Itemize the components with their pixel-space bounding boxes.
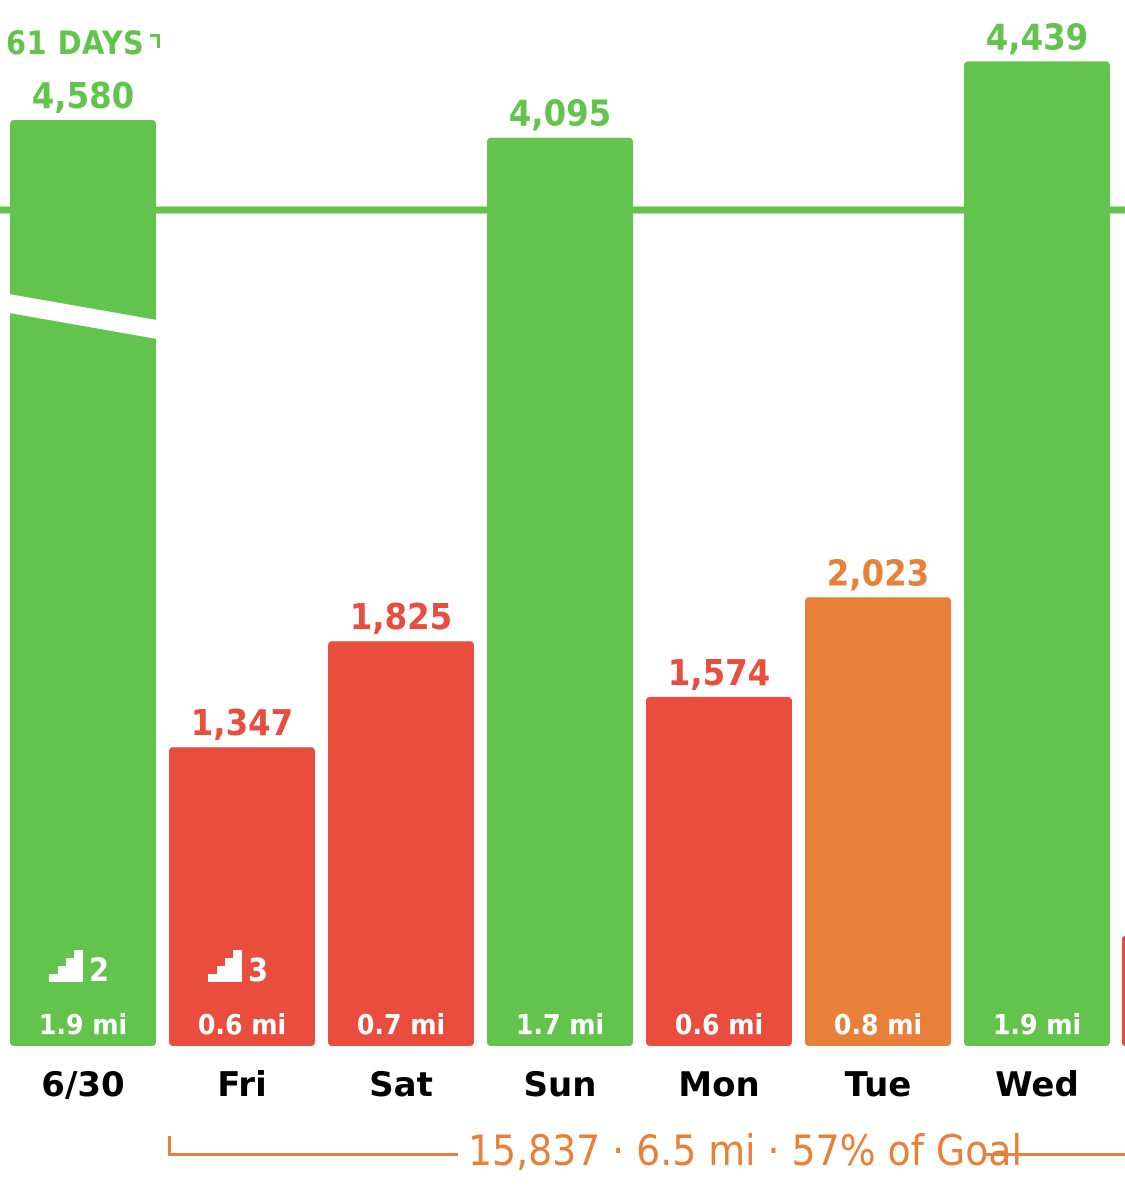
summary-bracket-left bbox=[168, 1136, 458, 1156]
category-label-1: Fri bbox=[217, 1065, 266, 1105]
distance-label-3: 1.7 mi bbox=[516, 1008, 604, 1041]
value-label-1: 1,347 bbox=[191, 703, 293, 744]
distance-label-4: 0.6 mi bbox=[675, 1008, 763, 1041]
stairs-icon-1 bbox=[208, 950, 242, 982]
value-label-2: 1,825 bbox=[350, 597, 452, 638]
bar-5 bbox=[805, 597, 951, 1046]
week-summary: 15,837 · 6.5 mi · 57% of Goal bbox=[168, 1124, 1125, 1184]
bars-layer: 4,580 1.9 mi 2 6/30 1,347 0.6 mi 3 Fri 1,825 0.7 … bbox=[9, 17, 1125, 1105]
summary-text: 15,837 · 6.5 mi · 57% of Goal bbox=[468, 1126, 1022, 1175]
category-label-3: Sun bbox=[524, 1065, 597, 1105]
streak-days: 61 DAYS bbox=[6, 24, 145, 62]
stairs-icon-0 bbox=[49, 950, 83, 982]
value-label-5: 2,023 bbox=[827, 553, 929, 594]
bar-0 bbox=[10, 120, 156, 1046]
category-label-2: Sat bbox=[369, 1065, 433, 1105]
bar-partial-next bbox=[1122, 936, 1125, 1046]
summary-bracket-right bbox=[983, 1153, 1125, 1156]
streak-label: 61 DAYS bbox=[6, 24, 161, 62]
flights-count-0: 2 bbox=[89, 951, 109, 989]
axis-break bbox=[9, 294, 157, 339]
bar-4 bbox=[646, 696, 792, 1046]
category-label-6: Wed bbox=[995, 1065, 1079, 1105]
distance-label-6: 1.9 mi bbox=[993, 1008, 1081, 1041]
category-label-4: Mon bbox=[678, 1065, 759, 1105]
streak-bracket-icon bbox=[150, 34, 161, 48]
bar-1 bbox=[169, 747, 315, 1046]
flights-count-1: 3 bbox=[248, 951, 268, 989]
distance-label-2: 0.7 mi bbox=[357, 1008, 445, 1041]
distance-label-1: 0.6 mi bbox=[198, 1008, 286, 1041]
value-label-3: 4,095 bbox=[509, 94, 611, 135]
distance-label-0: 1.9 mi bbox=[39, 1008, 127, 1041]
category-label-0: 6/30 bbox=[41, 1065, 124, 1105]
value-label-0: 4,580 bbox=[32, 76, 134, 117]
bar-6 bbox=[964, 61, 1110, 1046]
bar-3 bbox=[487, 137, 633, 1046]
value-label-6: 4,439 bbox=[986, 17, 1088, 58]
category-label-5: Tue bbox=[845, 1065, 912, 1105]
distance-label-5: 0.8 mi bbox=[834, 1008, 922, 1041]
value-label-4: 1,574 bbox=[668, 653, 770, 694]
bar-2 bbox=[328, 641, 474, 1046]
